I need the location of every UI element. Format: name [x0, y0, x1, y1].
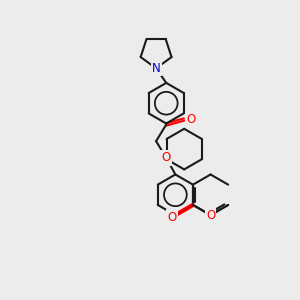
Text: N: N	[152, 62, 161, 75]
Text: N: N	[152, 62, 161, 75]
Text: O: O	[162, 151, 171, 164]
Text: O: O	[186, 113, 195, 126]
Text: O: O	[167, 211, 176, 224]
Text: O: O	[206, 208, 215, 222]
